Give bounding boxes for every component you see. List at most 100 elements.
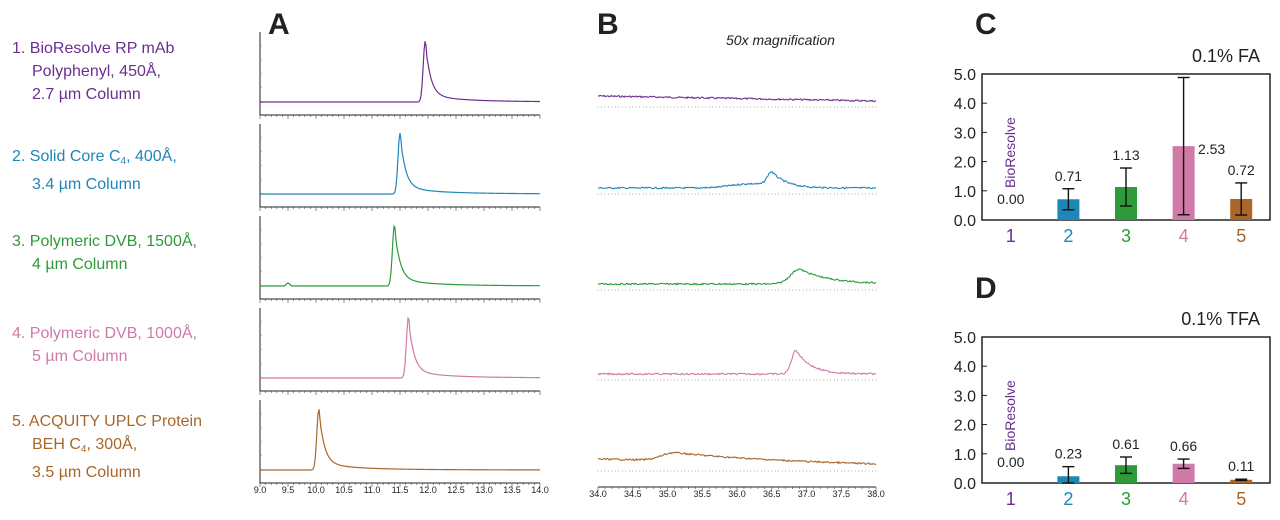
panel-label-c: C — [975, 8, 997, 41]
panel-d-value-label: 0.11 — [1228, 458, 1254, 474]
legend-item-5: 5. ACQUITY UPLC Protein BEH C4, 300Å, 3.… — [12, 410, 202, 484]
panel-b-trace-4 — [597, 349, 877, 376]
panel-b-trace-1 — [597, 94, 877, 103]
panel-d-category-label: 5 — [1236, 489, 1246, 509]
magnification-note: 50x magnification — [726, 32, 835, 48]
legend-item-2: 2. Solid Core C4, 400Å, 3.4 µm Column — [12, 145, 177, 196]
legend-item-5-line-3: 3.5 µm Column — [32, 464, 141, 481]
legend-item-2-text: 2. Solid Core C — [12, 148, 121, 165]
panel-b-x-tick-label: 36.0 — [728, 489, 746, 499]
panel-a-trace-1 — [260, 41, 541, 103]
panel-c-y-tick-label: 2.0 — [954, 155, 976, 172]
legend-item-2-text-after: , 400Å, — [126, 148, 177, 165]
panel-d-bar-5 — [1230, 479, 1253, 483]
legend-item-2-line-1: 2. Solid Core C4, 400Å, — [12, 145, 177, 173]
panel-b-x-tick-label: 37.0 — [798, 489, 816, 499]
panel-a-trace-3 — [260, 224, 540, 287]
legend-item-3-line-1: 3. Polymeric DVB, 1500Å, — [12, 233, 197, 250]
panel-c-value-label: 2.53 — [1198, 141, 1225, 157]
panel-label-a: A — [268, 8, 290, 41]
panel-a-trace-4 — [260, 316, 540, 379]
panel-d-title: 0.1% TFA — [1181, 309, 1260, 329]
panel-b-trace-2 — [597, 171, 877, 190]
panel-b-x-tick-label: 34.0 — [589, 489, 607, 499]
panel-c-y-tick-label: 4.0 — [954, 96, 976, 113]
panel-c-y-tick-label: 0.0 — [954, 213, 976, 230]
panel-b-x-tick-label: 34.5 — [624, 489, 642, 499]
panel-d-y-tick-label: 0.0 — [954, 476, 976, 493]
panel-b-x-tick-label: 35.0 — [659, 489, 677, 499]
legend-item-3-line-2: 4 µm Column — [32, 256, 128, 273]
panel-b-trace-3 — [597, 268, 877, 286]
panel-c-y-tick-label: 1.0 — [954, 184, 976, 201]
panel-a-x-tick-label: 12.0 — [419, 485, 437, 495]
panel-a-x-tick-label: 14.0 — [531, 485, 549, 495]
legend-item-5-line-2: BEH C4, 300Å, — [12, 433, 202, 461]
panel-a-x-tick-label: 11.0 — [364, 485, 381, 495]
panel-b-trace-5 — [597, 451, 877, 466]
panel-a-x-tick-label: 13.0 — [475, 485, 493, 495]
panel-a-x-tick-label: 11.5 — [392, 485, 409, 495]
panel-a-x-tick-label: 12.5 — [447, 485, 465, 495]
panel-d-category-label: 3 — [1121, 489, 1131, 509]
legend-item-1-line-2: Polyphenyl, 450Å, — [32, 63, 161, 80]
panel-b-x-tick-label: 38.0 — [867, 489, 885, 499]
panel-c-category-label: 1 — [1006, 226, 1016, 246]
panel-a-x-tick-label: 13.5 — [503, 485, 521, 495]
panel-a-trace-2 — [260, 132, 541, 195]
panel-c-value-label: 0.00 — [997, 191, 1024, 207]
panel-a-x-tick-label: 9.5 — [282, 485, 295, 495]
panel-d-category-label: 2 — [1063, 489, 1073, 509]
panel-d-y-tick-label: 5.0 — [954, 330, 976, 347]
panel-d-category-label: 1 — [1006, 489, 1016, 509]
legend-item-1: 1. BioResolve RP mAb Polyphenyl, 450Å, 2… — [12, 37, 174, 106]
panel-d-y-tick-label: 4.0 — [954, 359, 976, 376]
legend-item-5-text-after: , 300Å, — [86, 436, 138, 453]
panel-a-trace-5 — [260, 409, 540, 471]
legend-item-1-line-1: 1. BioResolve RP mAb — [12, 40, 175, 57]
panel-d-category-label: 4 — [1179, 489, 1189, 509]
panel-a-x-tick-label: 10.5 — [335, 485, 353, 495]
panel-d-y-tick-label: 2.0 — [954, 418, 976, 435]
legend-item-2-subscript: 4 — [120, 156, 127, 167]
legend-item-3: 3. Polymeric DVB, 1500Å, 4 µm Column — [12, 230, 197, 276]
panel-c-category-label: 3 — [1121, 226, 1131, 246]
chromatogram-panel-a: 9.0 9.5 10.0 10.5 11.0 11.5 12.0 12.5 13.0 13.5 14… — [254, 32, 549, 495]
bar-chart-d: 0.1% TFA 0.0 1.0 2.0 3.0 4.0 5.0 0.00 1 0.23 2 0.61… — [954, 309, 1271, 509]
panel-c-bioresolve-annotation: BioResolve — [1002, 117, 1018, 188]
panel-a-x-tick-label: 10.0 — [307, 485, 325, 495]
legend-item-5-subscript: 4 — [80, 444, 87, 455]
panel-d-value-label: 0.66 — [1170, 438, 1197, 454]
legend-item-5-line-1: 5. ACQUITY UPLC Protein — [12, 413, 202, 430]
panel-d-bioresolve-annotation: BioResolve — [1002, 380, 1018, 451]
panel-c-value-label: 0.71 — [1055, 168, 1082, 184]
panel-d-y-tick-label: 3.0 — [954, 388, 976, 405]
legend-item-4-line-1: 4. Polymeric DVB, 1000Å, — [12, 325, 197, 342]
panel-b-x-tick-label: 36.5 — [763, 489, 781, 499]
chromatogram-panel-b: 34.0 34.5 35.0 35.5 36.0 36.5 37.0 37.5 38.0 — [589, 94, 885, 499]
bar-chart-c: 0.1% FA 0.0 1.0 2.0 3.0 4.0 5.0 0.00 1 0.71 2 1.13 3… — [954, 46, 1271, 246]
panel-c-category-label: 2 — [1063, 226, 1073, 246]
panel-c-value-label: 0.72 — [1228, 162, 1255, 178]
legend-item-1-line-3: 2.7 µm Column — [32, 86, 141, 103]
panel-b-x-tick-label: 37.5 — [832, 489, 850, 499]
panel-d-value-label: 0.23 — [1055, 446, 1082, 462]
panel-b-x-tick-label: 35.5 — [693, 489, 711, 499]
panel-label-d: D — [975, 272, 997, 305]
panel-c-y-tick-label: 3.0 — [954, 125, 976, 142]
panel-d-value-label: 0.00 — [997, 454, 1024, 470]
panel-label-b: B — [597, 8, 619, 41]
legend-item-5-text: BEH C — [32, 436, 81, 453]
legend-item-4-line-2: 5 µm Column — [32, 348, 128, 365]
legend-item-2-line-2: 3.4 µm Column — [32, 176, 141, 193]
panel-c-value-label: 1.13 — [1112, 147, 1139, 163]
panel-d-value-label: 0.61 — [1112, 436, 1139, 452]
panel-c-title: 0.1% FA — [1192, 46, 1260, 66]
panel-d-bar-3 — [1115, 465, 1137, 483]
panel-c-category-label: 5 — [1236, 226, 1246, 246]
panel-d-y-tick-label: 1.0 — [954, 447, 976, 464]
legend-item-4: 4. Polymeric DVB, 1000Å, 5 µm Column — [12, 322, 197, 368]
panel-c-category-label: 4 — [1179, 226, 1189, 246]
panel-c-y-tick-label: 5.0 — [954, 67, 976, 84]
